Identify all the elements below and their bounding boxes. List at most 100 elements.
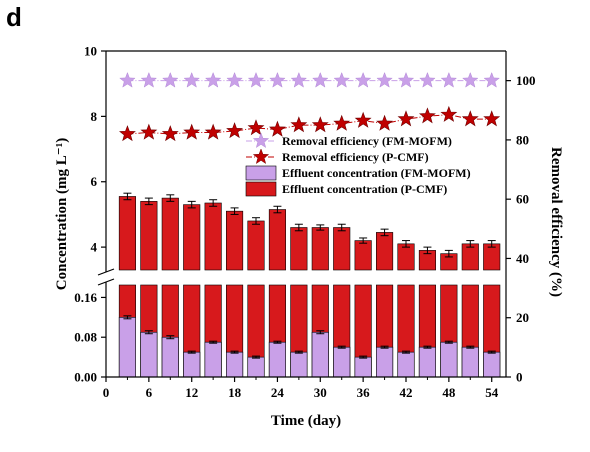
pcmf-efficiency-star (333, 114, 351, 131)
pcmf-bar-upper (397, 243, 415, 271)
mofm-efficiency-star (397, 71, 415, 88)
mofm-efficiency-star (119, 71, 136, 88)
axes: 0 6 12 18 24 30 36 42 48 54 4 6 8 10 0.00 0.08 0.16 0 20 40… (54, 44, 564, 430)
axis-break-mark (97, 268, 115, 276)
pcmf-bar-upper (483, 243, 501, 271)
y-right-tick-label: 20 (516, 310, 529, 325)
mofm-bar (247, 356, 265, 378)
mofm-error-bar (144, 330, 153, 335)
mofm-efficiency-star (204, 71, 222, 88)
mofm-bar (311, 331, 329, 378)
pcmf-efficiency-star (440, 105, 458, 122)
mofm-bar (140, 331, 158, 378)
y-left-tick-label: 6 (91, 174, 98, 189)
y-left-tick-label: 4 (91, 240, 98, 255)
pcmf-efficiency-star (247, 119, 265, 136)
pcmf-error-bar (294, 223, 303, 232)
upper-bar-group (118, 192, 501, 271)
pcmf-bar-upper (140, 201, 158, 271)
mofm-bar (333, 346, 351, 378)
legend-swatch (245, 181, 277, 197)
x-tick-label: 30 (314, 385, 327, 400)
legend-item: Effluent concentration (P-CMF) (245, 181, 447, 197)
pcmf-error-bar (423, 246, 432, 255)
x-axis-title: Time (day) (271, 413, 341, 429)
mofm-efficiency-star (226, 71, 243, 88)
x-tick-label: 12 (185, 385, 198, 400)
mofm-bar (268, 341, 286, 378)
mofm-error-bar (252, 355, 260, 359)
mofm-bar (376, 346, 394, 378)
mofm-error-bar (444, 340, 453, 344)
mofm-error-bar (423, 345, 432, 349)
pcmf-efficiency-star (290, 116, 308, 133)
pcmf-error-bar (466, 240, 475, 248)
legend-label: Removal efficiency (P-CMF) (282, 150, 429, 164)
mofm-bar (118, 317, 136, 378)
mofm-error-bar (402, 350, 410, 354)
pcmf-efficiency-star (226, 122, 243, 139)
pcmf-efficiency-star (311, 116, 329, 133)
y-right-tick-label: 0 (516, 370, 523, 385)
y-left-tick-label: 0.00 (74, 370, 97, 385)
mofm-efficiency-star (419, 71, 436, 88)
legend-item: Removal efficiency (FM-MOFM) (246, 132, 452, 149)
legend-label: Removal efficiency (FM-MOFM) (282, 134, 452, 148)
star-markers (119, 71, 501, 142)
pcmf-error-bar (316, 224, 325, 231)
lower-bar-group (118, 284, 501, 378)
mofm-error-bar (230, 350, 239, 354)
pcmf-error-bar (252, 217, 260, 225)
x-tick-label: 36 (357, 385, 371, 400)
y-left-tick-label: 0.08 (74, 330, 97, 345)
panel-label: d (6, 2, 22, 32)
x-tick-label: 0 (103, 385, 110, 400)
legend-swatch (245, 165, 277, 181)
legend: Removal efficiency (FM-MOFM) Removal effi… (245, 132, 471, 197)
mofm-error-bar (294, 350, 303, 354)
pcmf-error-bar (230, 207, 239, 215)
legend-label: Effluent concentration (FM-MOFM) (282, 166, 471, 180)
mofm-error-bar (166, 335, 175, 340)
y-left-tick-label: 8 (91, 109, 98, 124)
x-tick-label: 18 (228, 385, 242, 400)
pcmf-bar-upper (204, 202, 222, 271)
mofm-error-bar (273, 340, 282, 344)
pcmf-bar-upper (118, 196, 136, 271)
pcmf-efficiency-star (354, 111, 372, 128)
mofm-error-bar (123, 315, 132, 320)
pcmf-efficiency-line (127, 114, 492, 135)
mofm-bar (161, 336, 179, 378)
pcmf-error-bar (380, 228, 389, 237)
pcmf-bar-upper (354, 240, 372, 271)
pcmf-error-bar (166, 194, 175, 202)
x-tick-label: 6 (146, 385, 153, 400)
legend-item: Removal efficiency (P-CMF) (246, 148, 429, 165)
mofm-efficiency-star (462, 71, 479, 88)
pcmf-error-bar (337, 223, 346, 232)
legend-star-icon (252, 132, 270, 149)
pcmf-error-bar (123, 192, 132, 201)
legend-label: Effluent concentration (P-CMF) (282, 182, 447, 196)
legend-item: Effluent concentration (FM-MOFM) (245, 165, 471, 181)
pcmf-bar-upper (311, 227, 329, 271)
mofm-error-bar (316, 330, 325, 335)
axis-break-mark (97, 278, 115, 286)
mofm-error-bar (209, 340, 218, 344)
pcmf-error-bar (144, 197, 153, 206)
mofm-error-bar (466, 345, 475, 349)
y-right-tick-label: 80 (516, 132, 529, 147)
mofm-bar (397, 351, 415, 378)
pcmf-error-bar (402, 240, 410, 248)
pcmf-error-bar (487, 240, 496, 248)
mofm-bar (204, 341, 222, 378)
pcmf-efficiency-star (483, 110, 501, 127)
pcmf-error-bar (209, 199, 218, 207)
pcmf-efficiency-star (419, 107, 436, 124)
pcmf-efficiency-star (140, 123, 158, 140)
mofm-efficiency-star (333, 71, 350, 88)
pcmf-bar-upper (290, 227, 308, 271)
pcmf-efficiency-star (119, 125, 136, 142)
pcmf-efficiency-star (161, 125, 179, 142)
